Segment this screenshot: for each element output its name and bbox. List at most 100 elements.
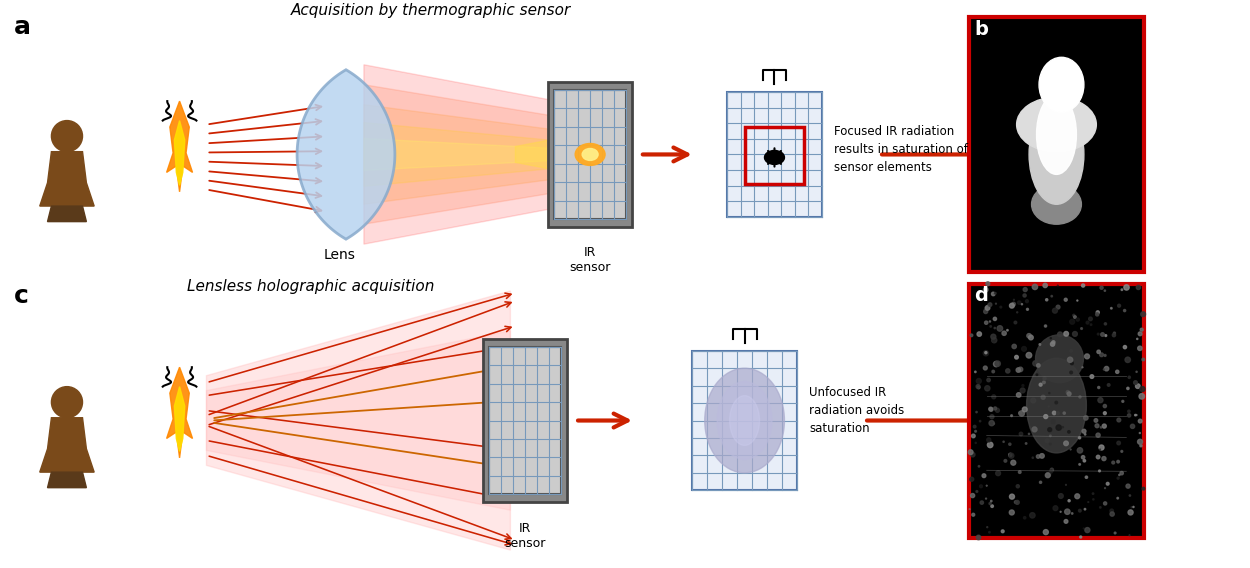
Circle shape xyxy=(989,503,991,504)
Circle shape xyxy=(1024,517,1026,519)
Circle shape xyxy=(994,327,995,329)
Ellipse shape xyxy=(730,395,760,445)
Circle shape xyxy=(1068,392,1071,396)
Circle shape xyxy=(1116,370,1119,373)
Circle shape xyxy=(1096,433,1100,437)
Circle shape xyxy=(1016,392,1021,397)
Circle shape xyxy=(1104,412,1106,415)
Circle shape xyxy=(1016,368,1020,372)
Circle shape xyxy=(988,442,992,448)
Circle shape xyxy=(1141,312,1145,316)
Circle shape xyxy=(1110,307,1112,309)
Ellipse shape xyxy=(1016,97,1096,152)
Circle shape xyxy=(1128,376,1130,378)
Circle shape xyxy=(1135,384,1140,389)
Circle shape xyxy=(1064,441,1069,446)
Text: IR
sensor: IR sensor xyxy=(505,522,546,550)
FancyArrowPatch shape xyxy=(768,151,772,156)
Circle shape xyxy=(1015,356,1019,359)
Circle shape xyxy=(1019,471,1021,473)
Circle shape xyxy=(978,332,981,336)
Circle shape xyxy=(1050,342,1055,346)
Circle shape xyxy=(1031,398,1035,403)
Circle shape xyxy=(1029,335,1034,340)
Circle shape xyxy=(1136,285,1140,290)
Circle shape xyxy=(980,485,982,488)
Polygon shape xyxy=(40,152,94,206)
Circle shape xyxy=(974,425,976,428)
Circle shape xyxy=(1106,482,1109,485)
Circle shape xyxy=(1056,305,1060,309)
Polygon shape xyxy=(175,387,185,452)
Circle shape xyxy=(1079,509,1081,512)
Circle shape xyxy=(995,408,1000,412)
Polygon shape xyxy=(515,130,605,179)
Bar xyxy=(969,18,1144,272)
Circle shape xyxy=(1102,424,1106,428)
Circle shape xyxy=(1100,507,1101,508)
Circle shape xyxy=(1059,494,1064,498)
Circle shape xyxy=(1056,425,1061,431)
Circle shape xyxy=(989,303,991,307)
Circle shape xyxy=(979,466,980,467)
Circle shape xyxy=(1022,407,1028,412)
Circle shape xyxy=(1026,333,1031,338)
Ellipse shape xyxy=(575,144,605,165)
Circle shape xyxy=(1134,381,1138,385)
Circle shape xyxy=(1094,419,1098,422)
Bar xyxy=(745,127,804,185)
Circle shape xyxy=(1009,453,1014,458)
Circle shape xyxy=(975,431,976,432)
Circle shape xyxy=(1010,303,1014,308)
Circle shape xyxy=(1062,412,1065,414)
FancyBboxPatch shape xyxy=(693,351,798,490)
Circle shape xyxy=(1068,431,1070,433)
Circle shape xyxy=(1130,424,1135,428)
Circle shape xyxy=(984,287,988,292)
Circle shape xyxy=(1032,361,1039,366)
Circle shape xyxy=(1139,419,1142,423)
Circle shape xyxy=(986,282,990,286)
Circle shape xyxy=(1080,536,1081,538)
Circle shape xyxy=(1118,418,1121,422)
Circle shape xyxy=(1092,493,1094,494)
Circle shape xyxy=(1011,302,1015,306)
Circle shape xyxy=(1039,344,1041,345)
Circle shape xyxy=(1104,354,1106,356)
Circle shape xyxy=(1045,473,1050,478)
Circle shape xyxy=(1079,463,1080,465)
Circle shape xyxy=(1086,321,1089,324)
Circle shape xyxy=(1084,416,1088,420)
Circle shape xyxy=(1104,404,1106,408)
Circle shape xyxy=(1118,477,1119,479)
Circle shape xyxy=(1114,532,1116,534)
Circle shape xyxy=(1104,290,1105,291)
Circle shape xyxy=(1084,460,1085,462)
Circle shape xyxy=(1068,357,1072,362)
Circle shape xyxy=(1019,432,1022,436)
FancyBboxPatch shape xyxy=(490,347,561,494)
Circle shape xyxy=(1089,317,1092,321)
Circle shape xyxy=(1021,346,1026,351)
Circle shape xyxy=(1050,443,1051,445)
Circle shape xyxy=(1104,366,1109,371)
Circle shape xyxy=(1111,461,1115,464)
Circle shape xyxy=(1099,445,1104,450)
Circle shape xyxy=(1142,358,1145,361)
Circle shape xyxy=(1096,311,1099,314)
Circle shape xyxy=(1140,445,1142,447)
Circle shape xyxy=(1015,501,1018,503)
Circle shape xyxy=(1019,412,1021,415)
Circle shape xyxy=(980,420,981,422)
Circle shape xyxy=(990,500,992,502)
Circle shape xyxy=(1140,328,1144,331)
Circle shape xyxy=(1100,286,1104,289)
Circle shape xyxy=(1140,386,1145,391)
Text: IR
sensor: IR sensor xyxy=(570,246,611,274)
Circle shape xyxy=(1064,298,1068,301)
Circle shape xyxy=(1078,448,1082,453)
FancyBboxPatch shape xyxy=(554,90,626,219)
Circle shape xyxy=(1058,332,1062,337)
Ellipse shape xyxy=(718,382,772,460)
Circle shape xyxy=(1100,427,1101,428)
